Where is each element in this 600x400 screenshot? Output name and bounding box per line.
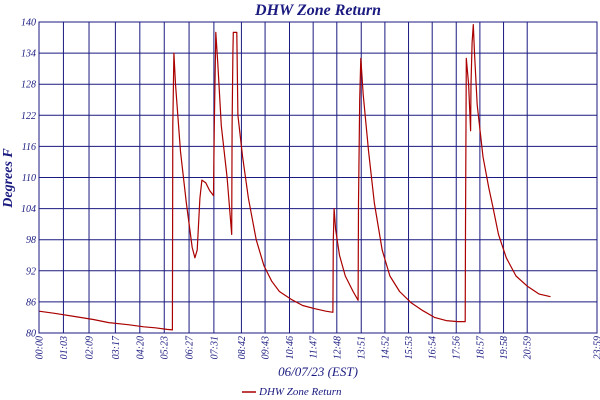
- x-tick-label: 04:20: [135, 336, 146, 359]
- x-tick-label: 09:43: [261, 336, 272, 359]
- y-tick-label: 80: [26, 329, 36, 340]
- x-tick-label: 08:42: [237, 336, 248, 359]
- x-tick-label: 11:47: [309, 335, 320, 359]
- x-tick-label: 14:52: [380, 336, 391, 359]
- x-tick-label: 05:23: [160, 336, 171, 359]
- y-tick-label: 98: [26, 235, 36, 246]
- x-tick-label: 13:51: [357, 336, 368, 359]
- plot-border: [38, 21, 598, 334]
- x-tick-label: 12:48: [332, 336, 343, 359]
- x-tick-label: 23:59: [593, 336, 600, 359]
- x-tick-label: 02:09: [85, 336, 96, 359]
- plot-frame: [38, 21, 598, 334]
- x-tick-label: 00:00: [35, 336, 46, 359]
- series-layer: [38, 24, 551, 331]
- y-tick-label: 110: [22, 173, 36, 184]
- y-tick-label: 134: [21, 49, 36, 60]
- x-tick-label: 03:17: [111, 335, 122, 359]
- x-tick-label: 10:46: [285, 336, 296, 359]
- y-tick-label: 116: [22, 142, 36, 153]
- x-tick-label: 20:59: [523, 336, 534, 359]
- y-tick-label: 140: [21, 18, 36, 29]
- x-tick-label: 16:54: [428, 336, 439, 359]
- x-tick-label: 01:03: [59, 336, 70, 359]
- x-tick-label: 06:27: [185, 335, 196, 359]
- x-tick-label: 07:31: [209, 336, 220, 359]
- y-axis-label: Degrees F: [1, 148, 16, 209]
- y-tick-label: 104: [21, 204, 36, 215]
- x-tick-label: 15:53: [404, 336, 415, 359]
- x-tick-label: 19:58: [499, 336, 510, 359]
- series-line: [38, 24, 551, 331]
- y-tick-label: 92: [26, 266, 36, 277]
- legend: DHW Zone Return: [242, 386, 342, 398]
- chart-title: DHW Zone Return: [254, 2, 381, 19]
- y-tick-labels: 80 86 92 98 104 110 116 122 128 134 140: [21, 18, 36, 340]
- y-tick-label: 122: [21, 111, 36, 122]
- y-tick-label: 128: [21, 80, 36, 91]
- legend-label: DHW Zone Return: [258, 386, 342, 398]
- y-tick-label: 86: [26, 297, 36, 308]
- x-tick-label: 17:56: [452, 336, 463, 359]
- x-tick-label: 18:57: [475, 335, 486, 359]
- x-axis-label: 06/07/23 (EST): [278, 364, 358, 379]
- x-tick-labels: 00:00 01:03 02:09 03:17 04:20 05:23 06:27 07:31…: [35, 335, 600, 359]
